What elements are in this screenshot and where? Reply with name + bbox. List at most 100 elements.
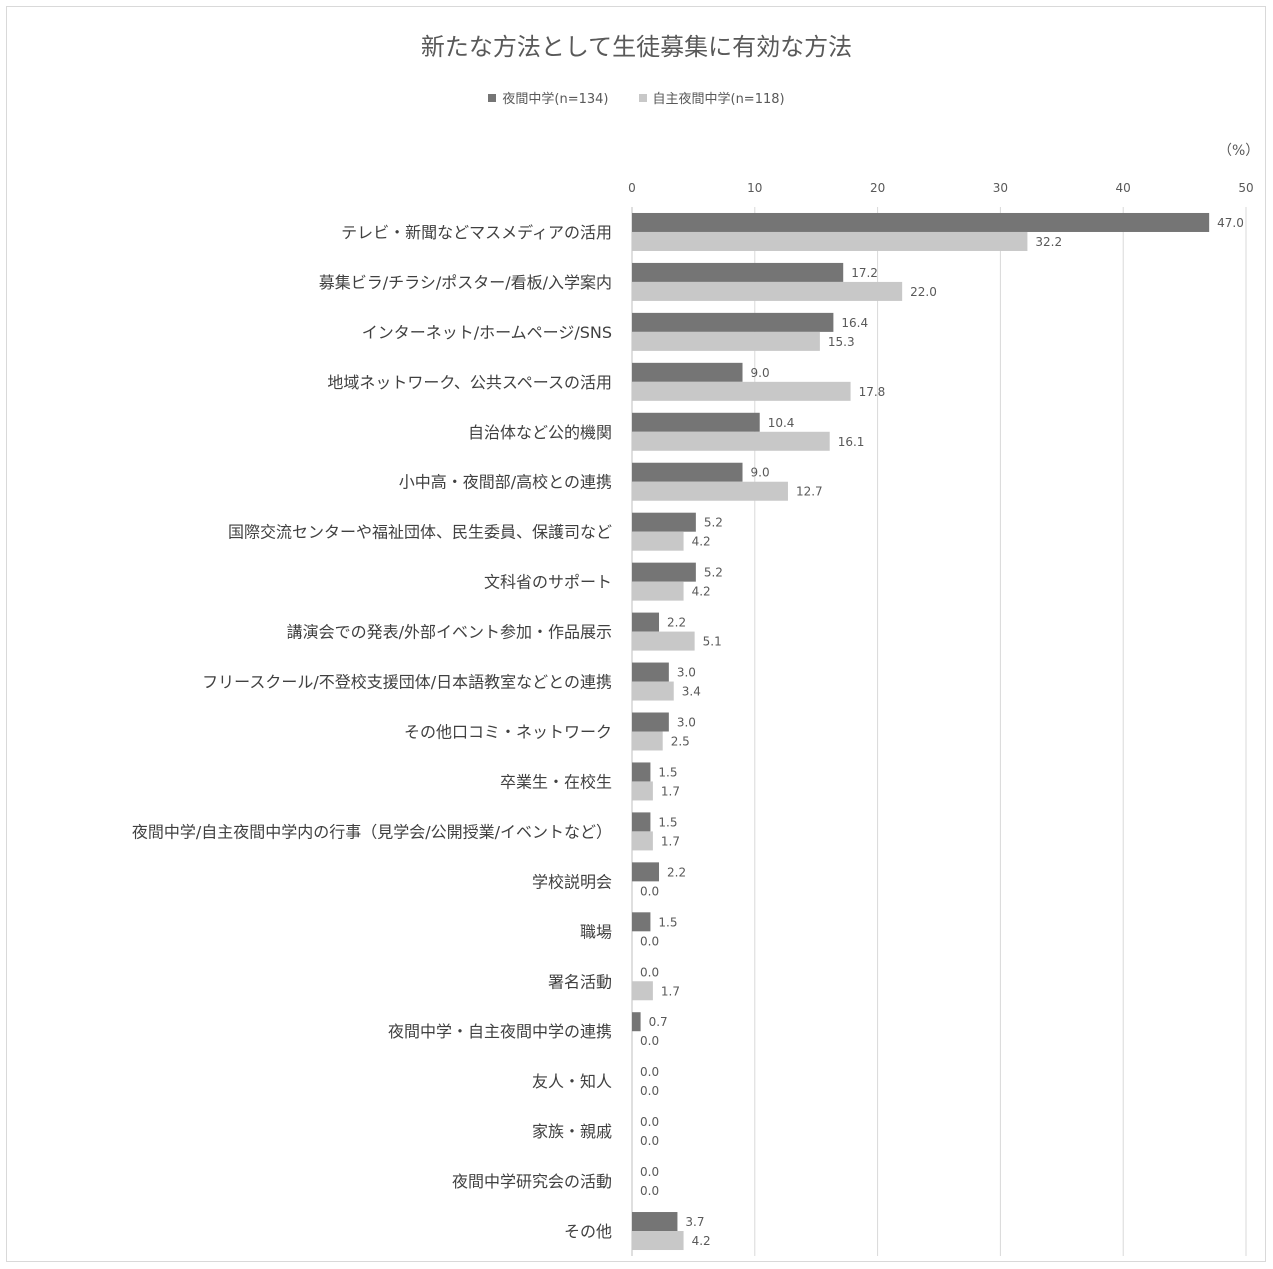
data-label-series-1: 1.5 <box>658 815 677 829</box>
legend-item-series-2: 自主夜間中学(n=118) <box>638 88 785 107</box>
category-label: 夜間中学/自主夜間中学内の行事（見学会/公開授業/イベントなど） <box>132 822 612 841</box>
bar-series-2 <box>632 481 788 501</box>
bar-series-2 <box>632 1231 684 1251</box>
bar-series-2 <box>632 581 684 601</box>
data-label-series-1: 9.0 <box>751 466 770 480</box>
bar-series-2 <box>632 381 851 401</box>
data-label-series-2: 1.7 <box>661 984 680 998</box>
data-label-series-2: 12.7 <box>796 485 823 499</box>
bar-series-2 <box>632 781 653 801</box>
legend-swatch-series-1 <box>488 93 497 102</box>
x-tick-label: 40 <box>1116 181 1131 195</box>
bar-series-2 <box>632 681 674 701</box>
data-label-series-2: 0.0 <box>640 1034 659 1048</box>
data-label-series-1: 5.2 <box>704 516 723 530</box>
bar-series-2 <box>632 981 653 1001</box>
data-label-series-2: 2.5 <box>671 735 690 749</box>
data-label-series-2: 0.0 <box>640 1134 659 1148</box>
x-tick-label: 20 <box>870 181 885 195</box>
category-label: 地域ネットワーク、公共スペースの活用 <box>327 373 612 392</box>
category-label: 夜間中学研究会の活動 <box>452 1172 612 1191</box>
data-label-series-1: 16.4 <box>841 316 868 330</box>
data-label-series-2: 3.4 <box>682 685 701 699</box>
data-label-series-2: 1.7 <box>661 834 680 848</box>
data-label-series-1: 1.5 <box>658 915 677 929</box>
bar-series-1 <box>632 862 660 882</box>
bar-series-1 <box>632 562 696 582</box>
category-label: 学校説明会 <box>532 872 612 891</box>
data-label-series-1: 0.0 <box>640 1165 659 1179</box>
data-label-series-2: 4.2 <box>692 1234 711 1248</box>
category-label: 募集ビラ/チラシ/ポスター/看板/入学案内 <box>319 273 612 292</box>
legend: 夜間中学(n=134) 自主夜間中学(n=118) <box>0 88 1273 107</box>
data-label-series-1: 3.0 <box>677 666 696 680</box>
data-label-series-2: 0.0 <box>640 884 659 898</box>
category-label: 友人・知人 <box>532 1072 612 1091</box>
data-label-series-2: 22.0 <box>910 285 937 299</box>
bar-series-2 <box>632 531 684 551</box>
bar-series-1 <box>632 812 651 832</box>
x-tick-label: 50 <box>1238 181 1253 195</box>
data-label-series-2: 16.1 <box>838 435 865 449</box>
data-label-series-2: 32.2 <box>1035 235 1062 249</box>
category-label: テレビ・新聞などマスメディアの活用 <box>341 223 612 242</box>
category-label: 文科省のサポート <box>484 573 612 592</box>
data-label-series-1: 10.4 <box>768 416 795 430</box>
data-label-series-2: 15.3 <box>828 335 855 349</box>
legend-swatch-series-2 <box>638 93 647 102</box>
data-label-series-2: 0.0 <box>640 1184 659 1198</box>
chart-frame <box>6 6 1266 1262</box>
category-label: 職場 <box>580 922 612 941</box>
data-label-series-2: 0.0 <box>640 934 659 948</box>
data-label-series-1: 0.0 <box>640 1065 659 1079</box>
bar-series-2 <box>632 731 663 751</box>
x-tick-label: 10 <box>747 181 762 195</box>
data-label-series-1: 2.2 <box>667 865 686 879</box>
bar-series-1 <box>632 662 669 682</box>
data-label-series-1: 0.7 <box>649 1015 668 1029</box>
bar-series-1 <box>632 612 660 632</box>
data-label-series-1: 3.0 <box>677 716 696 730</box>
category-label: 夜間中学・自主夜間中学の連携 <box>388 1022 612 1041</box>
unit-label: （%） <box>1218 143 1260 159</box>
category-label: その他口コミ・ネットワーク <box>404 723 612 742</box>
chart-title: 新たな方法として生徒募集に有効な方法 <box>420 33 853 61</box>
bar-series-2 <box>632 331 820 351</box>
bar-series-1 <box>632 512 696 532</box>
data-label-series-1: 0.0 <box>640 1115 659 1129</box>
legend-label-series-2: 自主夜間中学(n=118) <box>652 92 785 107</box>
bar-series-2 <box>632 631 695 651</box>
x-tick-label: 30 <box>993 181 1008 195</box>
bar-series-2 <box>632 231 1028 251</box>
data-label-series-1: 0.0 <box>640 965 659 979</box>
bar-series-2 <box>632 831 653 851</box>
data-label-series-2: 4.2 <box>692 585 711 599</box>
bar-series-2 <box>632 431 830 451</box>
bar-series-1 <box>632 212 1210 232</box>
category-label: 自治体など公的機関 <box>468 423 612 442</box>
category-label: 卒業生・在校生 <box>500 772 612 791</box>
bar-series-1 <box>632 712 669 732</box>
data-label-series-1: 17.2 <box>851 266 878 280</box>
legend-label-series-1: 夜間中学(n=134) <box>502 92 609 107</box>
legend-item-series-1: 夜間中学(n=134) <box>488 88 609 107</box>
category-label: 講演会での発表/外部イベント参加・作品展示 <box>287 623 612 642</box>
data-label-series-1: 9.0 <box>751 366 770 380</box>
bar-series-1 <box>632 1212 678 1232</box>
data-label-series-1: 2.2 <box>667 616 686 630</box>
bar-series-1 <box>632 312 834 332</box>
category-label: 署名活動 <box>548 972 612 991</box>
bar-series-1 <box>632 762 651 782</box>
category-label: インターネット/ホームページ/SNS <box>362 323 612 342</box>
data-label-series-2: 4.2 <box>692 535 711 549</box>
data-label-series-1: 47.0 <box>1217 216 1244 230</box>
bar-series-1 <box>632 362 743 382</box>
data-label-series-1: 5.2 <box>704 566 723 580</box>
bar-series-1 <box>632 462 743 482</box>
bar-series-1 <box>632 412 760 432</box>
data-label-series-2: 1.7 <box>661 784 680 798</box>
data-label-series-1: 1.5 <box>658 765 677 779</box>
bar-series-2 <box>632 281 903 301</box>
category-label: 小中高・夜間部/高校との連携 <box>399 473 612 492</box>
